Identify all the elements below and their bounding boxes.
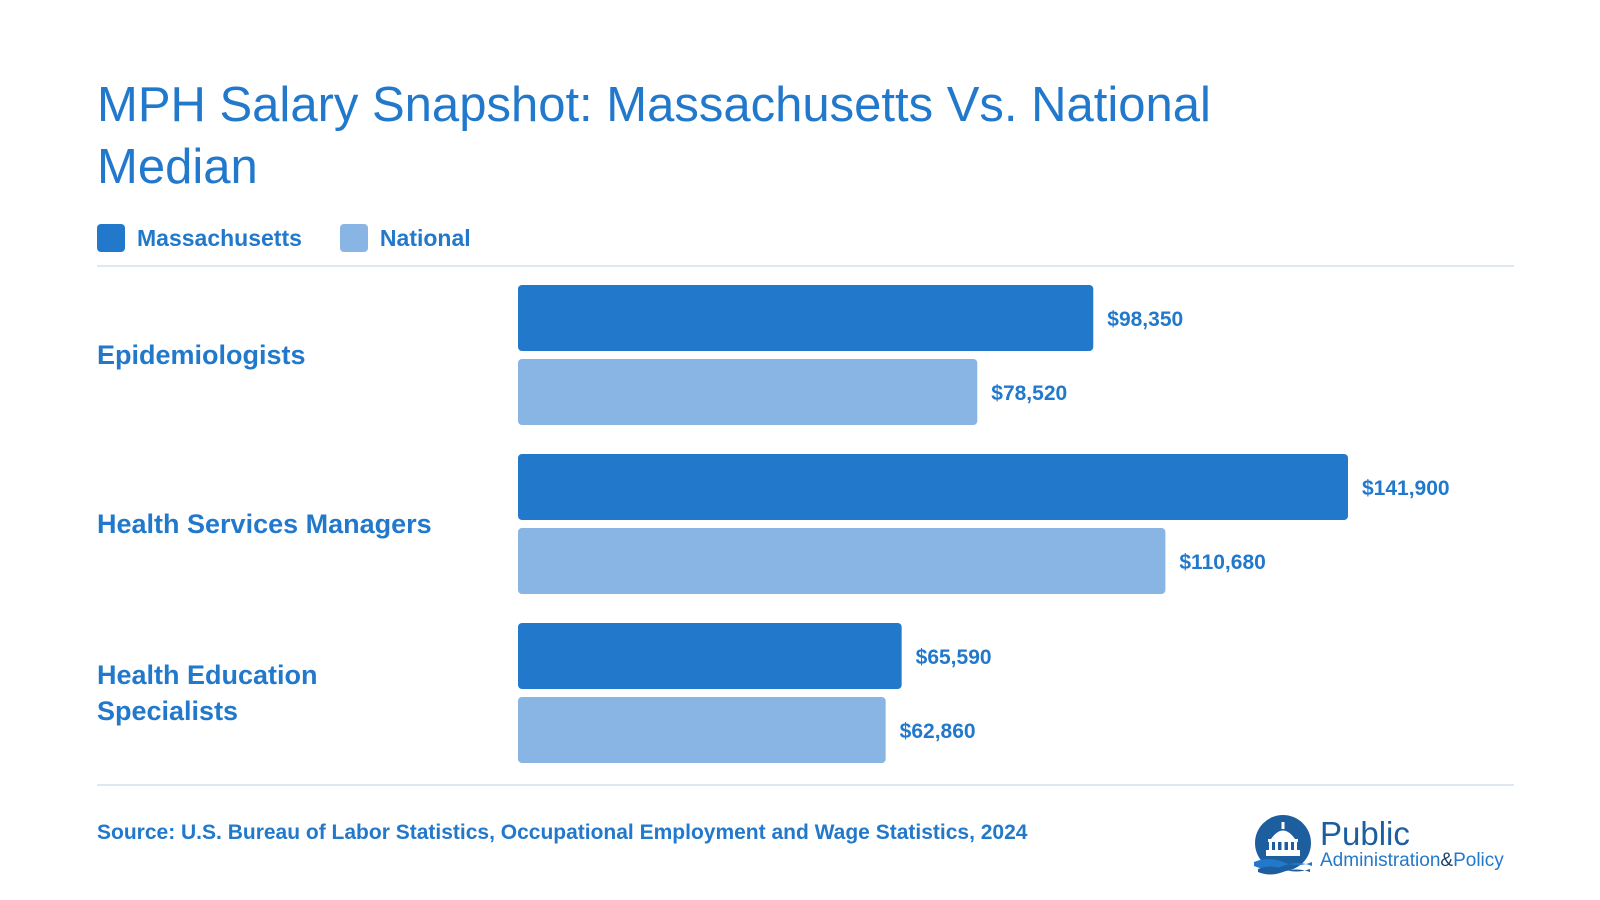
capitol-dome-icon [1254, 815, 1312, 875]
value-label-massachusetts-health-services-managers: $141,900 [1362, 477, 1450, 500]
legend-label-national: National [379, 224, 471, 251]
value-label-massachusetts-epidemiologists: $98,350 [1107, 308, 1183, 331]
bar-national-health-services-managers [518, 528, 1166, 594]
legend: Massachusetts National [97, 224, 509, 252]
top-divider [97, 265, 1514, 267]
logo-word-public: Public [1320, 815, 1410, 852]
legend-label-massachusetts: Massachusetts [137, 224, 302, 251]
brand-logo: Public Administration&Policy [1250, 812, 1504, 878]
logo-subline: Administration&Policy [1320, 850, 1504, 872]
value-label-massachusetts-health-education-specialists: $65,590 [916, 646, 992, 669]
chart-title: MPH Salary Snapshot: Massachusetts Vs. N… [97, 78, 1211, 194]
legend-swatch-massachusetts [97, 224, 125, 252]
logo-word-policy: Policy [1453, 850, 1504, 871]
bottom-divider [97, 784, 1514, 786]
category-label-epidemiologists: Epidemiologists [97, 340, 306, 370]
logo-text: Public Administration&Policy [1320, 815, 1504, 872]
bar-massachusetts-health-education-specialists [518, 623, 902, 689]
category-label-health-services-managers: Health Services Managers [97, 509, 432, 539]
value-label-national-health-services-managers: $110,680 [1179, 551, 1265, 574]
category-label-health-education-specialists: Health Education Specialists [97, 660, 318, 726]
value-label-national-epidemiologists: $78,520 [991, 382, 1067, 405]
legend-item-national: National [339, 224, 471, 252]
bar-national-health-education-specialists [518, 697, 886, 763]
bar-massachusetts-health-services-managers [518, 454, 1348, 520]
legend-swatch-national [339, 224, 368, 252]
bar-massachusetts-epidemiologists [518, 285, 1094, 351]
logo-ampersand: & [1440, 850, 1454, 871]
value-label-national-health-education-specialists: $62,860 [900, 720, 976, 743]
bar-national-epidemiologists [518, 359, 978, 425]
logo-word-administration: Administration [1320, 850, 1441, 871]
source-note: Source: U.S. Bureau of Labor Statistics,… [97, 821, 1028, 844]
legend-item-massachusetts: Massachusetts [97, 224, 302, 252]
